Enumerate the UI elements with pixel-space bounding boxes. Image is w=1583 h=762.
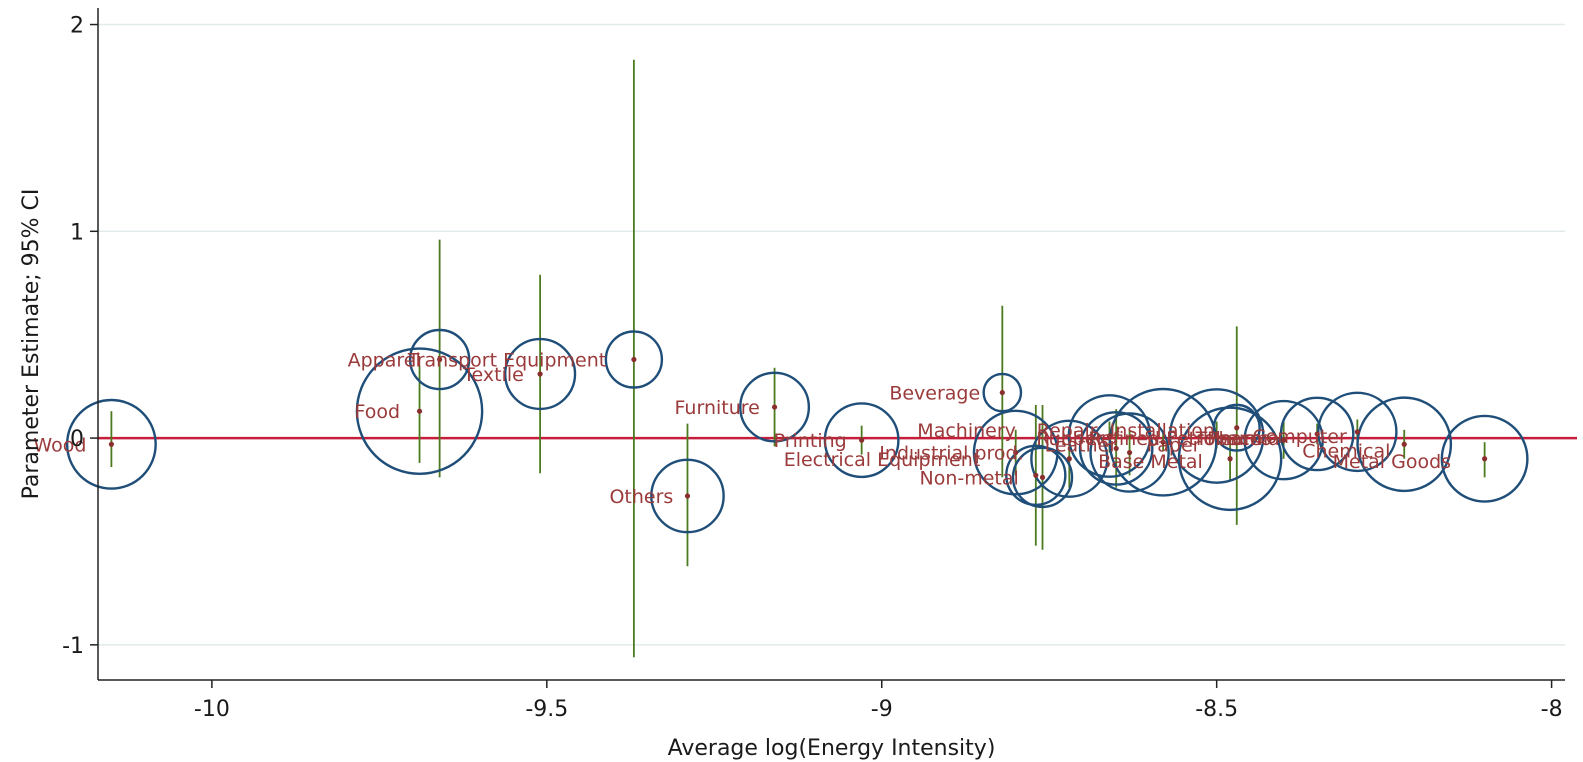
bubble: [1078, 411, 1154, 486]
bubble: [1440, 414, 1529, 503]
point-label: Apparel: [348, 350, 421, 372]
point-label: Refined Petroleum: [1088, 428, 1262, 450]
bubble: [408, 328, 471, 391]
bubble: [650, 458, 725, 534]
point-marker: [416, 408, 423, 414]
point-label: Others: [609, 486, 673, 508]
point-label: Base Metal: [1098, 451, 1203, 473]
bubble: [1279, 396, 1355, 472]
point-label: Rubber: [1036, 428, 1104, 450]
bubble: [982, 372, 1023, 413]
bubble: [739, 371, 811, 443]
point-label: Pharma: [1207, 428, 1280, 450]
point-marker: [999, 389, 1005, 396]
point-marker: [1227, 456, 1233, 462]
x-axis-title: Average log(Energy Intensity): [668, 736, 996, 761]
bubble: [1177, 406, 1283, 512]
x-tick-label: -8: [1541, 697, 1563, 722]
bubble: [1108, 387, 1218, 497]
x-tick-label: -9.5: [525, 697, 568, 722]
point-marker: [1354, 429, 1360, 435]
point-marker: [631, 356, 637, 363]
grid-lines: [98, 23, 1565, 646]
bubbles: [65, 328, 1529, 534]
bubble: [355, 347, 484, 476]
point-marker: [859, 437, 865, 443]
point-marker: [1039, 474, 1046, 480]
point-label: Computer: [1252, 426, 1347, 448]
point-label: Beverage: [889, 383, 980, 405]
bubble: [1168, 388, 1265, 484]
point-marker: [437, 356, 443, 363]
point-estimates: [108, 356, 1488, 499]
point-marker: [1214, 433, 1220, 439]
point-label: Industrial prod.: [879, 443, 1023, 465]
point-marker: [684, 493, 691, 499]
bubble: [1011, 446, 1074, 509]
bubble: [1212, 403, 1261, 452]
y-axis-title: Parameter Estimate; 95% CI: [19, 189, 44, 500]
point-label: Leather: [1045, 434, 1118, 456]
point-label: Furniture: [675, 397, 760, 419]
bubble: [65, 398, 157, 490]
point-marker: [1033, 472, 1039, 478]
point-marker: [1234, 425, 1240, 431]
point-marker: [1066, 456, 1072, 462]
point-label: Non-metal: [920, 467, 1019, 489]
bubble: [604, 330, 664, 389]
point-marker: [1160, 439, 1166, 445]
point-marker: [537, 371, 543, 377]
point-label: Transport Equipment: [407, 350, 606, 372]
point-marker: [1113, 445, 1119, 452]
bubble: [1356, 396, 1453, 493]
bubble: [1005, 444, 1067, 507]
point-label: Electrical Equipment: [784, 449, 981, 471]
bubble: [1089, 412, 1170, 493]
point-label: Paper: [1147, 434, 1201, 456]
point-marker: [1401, 441, 1407, 447]
point-marker: [1482, 456, 1488, 462]
point-label: Machinery: [917, 420, 1016, 442]
y-tick-label: 2: [70, 14, 84, 39]
x-tick-label: -9: [871, 697, 893, 722]
bubble: [823, 402, 900, 479]
confidence-intervals: [110, 59, 1486, 658]
point-marker: [108, 441, 114, 447]
point-label: Wood: [33, 434, 86, 456]
point-label: Food: [355, 401, 401, 423]
point-label: Tobacco: [1195, 428, 1272, 450]
point-label: Metal Goods: [1333, 451, 1451, 473]
point-marker: [1281, 437, 1287, 443]
y-tick-label: 1: [70, 220, 84, 245]
x-tick-label: -8.5: [1195, 697, 1238, 722]
point-marker: [771, 404, 778, 410]
point-label: Textile: [462, 364, 524, 386]
x-tick-label: -10: [194, 697, 230, 722]
bubble: [503, 337, 577, 411]
point-marker: [1314, 431, 1320, 437]
bubble: [1030, 419, 1109, 498]
y-tick-label: 0: [70, 427, 84, 452]
point-marker: [1126, 449, 1133, 456]
point-label: Printing: [774, 430, 847, 452]
point-label: Repair, Installation: [1037, 420, 1215, 442]
point-marker: [1106, 433, 1113, 439]
point-label: Chemical: [1302, 440, 1390, 462]
point-marker: [1013, 449, 1019, 456]
y-tick-label: -1: [62, 634, 84, 659]
bubble: [1243, 399, 1324, 481]
